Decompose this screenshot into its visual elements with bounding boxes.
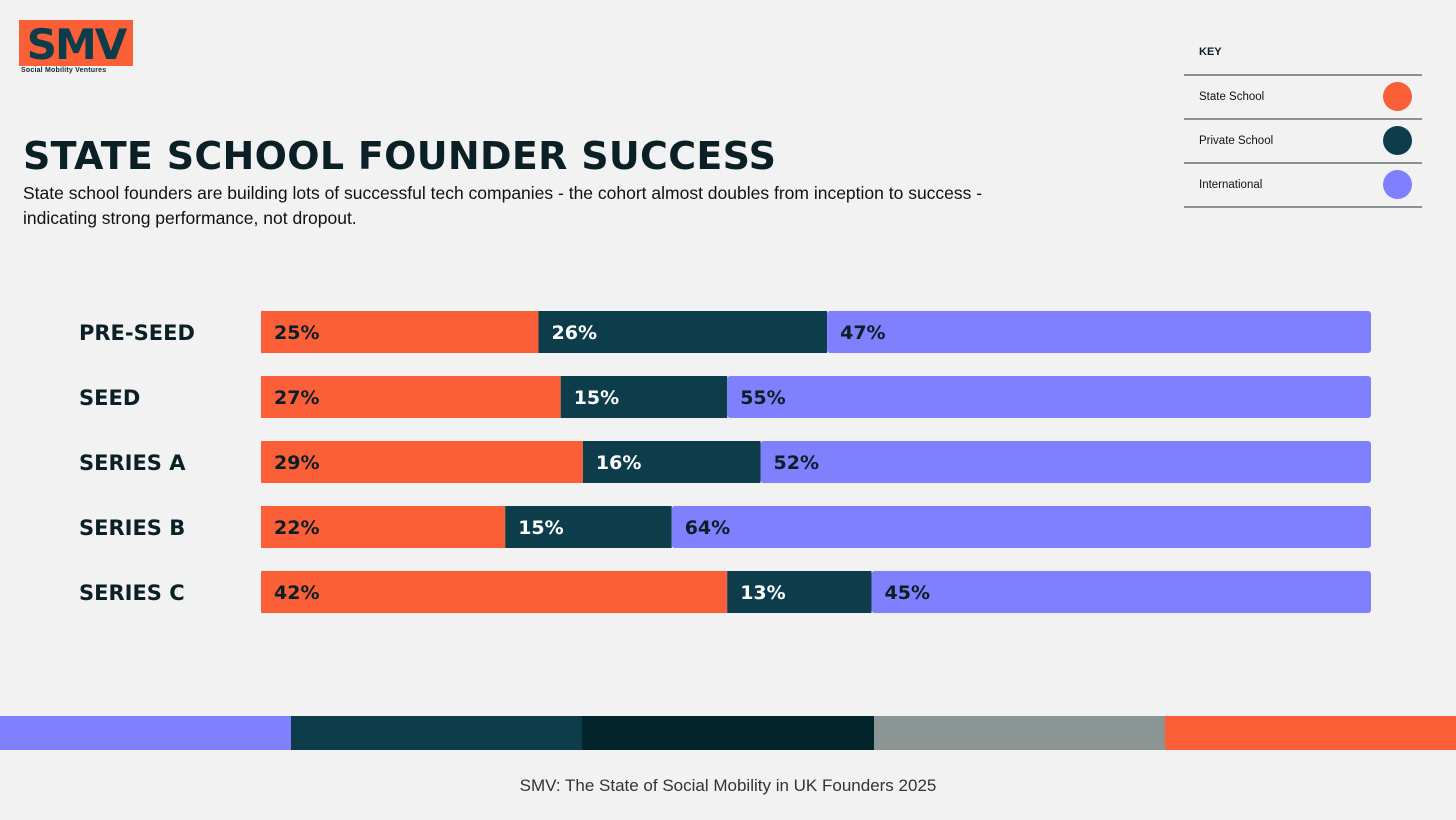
legend-title: KEY (1184, 34, 1422, 76)
bar-segment (261, 311, 539, 353)
footer-strip-segment (1164, 716, 1456, 750)
legend-item-international: International (1184, 164, 1422, 208)
logo-caption: Social Mobility Ventures (21, 67, 107, 74)
category-label: SERIES C (79, 581, 185, 605)
legend: KEY State School Private School Internat… (1184, 34, 1422, 208)
bar-segment (827, 311, 1371, 353)
logo-mark: SMV (19, 20, 133, 66)
bar-segment (261, 506, 506, 548)
bar-segment (261, 376, 561, 418)
page-subtitle: State school founders are building lots … (23, 183, 983, 228)
bar-segment (505, 506, 672, 548)
bar-segment (727, 571, 872, 613)
legend-label: Private School (1199, 135, 1274, 147)
data-label: 42% (274, 582, 319, 604)
legend-swatch (1383, 82, 1412, 111)
data-label: 29% (274, 452, 319, 474)
footer-strip-segment (873, 716, 1165, 750)
bar-segment (560, 376, 728, 418)
data-label: 15% (574, 387, 619, 409)
stacked-bar-chart: PRE-SEED 25% 26% 47% SEED 27% 15% 55% SERIES A 29… (79, 311, 1371, 613)
data-label: 26% (552, 322, 597, 344)
data-label: 52% (774, 452, 819, 474)
category-label: SERIES B (79, 516, 185, 540)
footer-strip-segment (582, 716, 874, 750)
bar-segment (671, 506, 1371, 548)
page-title: STATE SCHOOL FOUNDER SUCCESS (23, 134, 777, 178)
legend-swatch (1383, 126, 1412, 155)
footer-color-strip (0, 716, 1456, 750)
data-label: 15% (518, 517, 563, 539)
smv-logo: SMV Social Mobility Ventures (19, 20, 133, 76)
bar-segment (727, 376, 1371, 418)
data-label: 27% (274, 387, 319, 409)
data-label: 47% (840, 322, 885, 344)
data-label: 22% (274, 517, 319, 539)
category-label: SERIES A (79, 451, 186, 475)
legend-swatch (1383, 170, 1412, 199)
data-label: 25% (274, 322, 319, 344)
data-label: 64% (685, 517, 730, 539)
legend-label: International (1199, 179, 1263, 191)
bar-segment (261, 441, 583, 483)
footer-strip-segment (291, 716, 583, 750)
bar-segment (760, 441, 1371, 483)
logo-text: SMV (27, 20, 128, 66)
category-label: SEED (79, 386, 140, 410)
bar-segment (582, 441, 761, 483)
bar-segment (871, 571, 1371, 613)
data-label: 45% (885, 582, 930, 604)
category-label: PRE-SEED (79, 321, 195, 345)
footer-strip-segment (0, 716, 292, 750)
bar-segment (261, 571, 728, 613)
data-label: 13% (740, 582, 785, 604)
legend-item-state-school: State School (1184, 76, 1422, 120)
legend-label: State School (1199, 91, 1265, 103)
bar-segment (538, 311, 828, 353)
legend-item-private-school: Private School (1184, 120, 1422, 164)
data-label: 55% (740, 387, 785, 409)
footer-text: SMV: The State of Social Mobility in UK … (519, 776, 937, 795)
data-label: 16% (596, 452, 641, 474)
